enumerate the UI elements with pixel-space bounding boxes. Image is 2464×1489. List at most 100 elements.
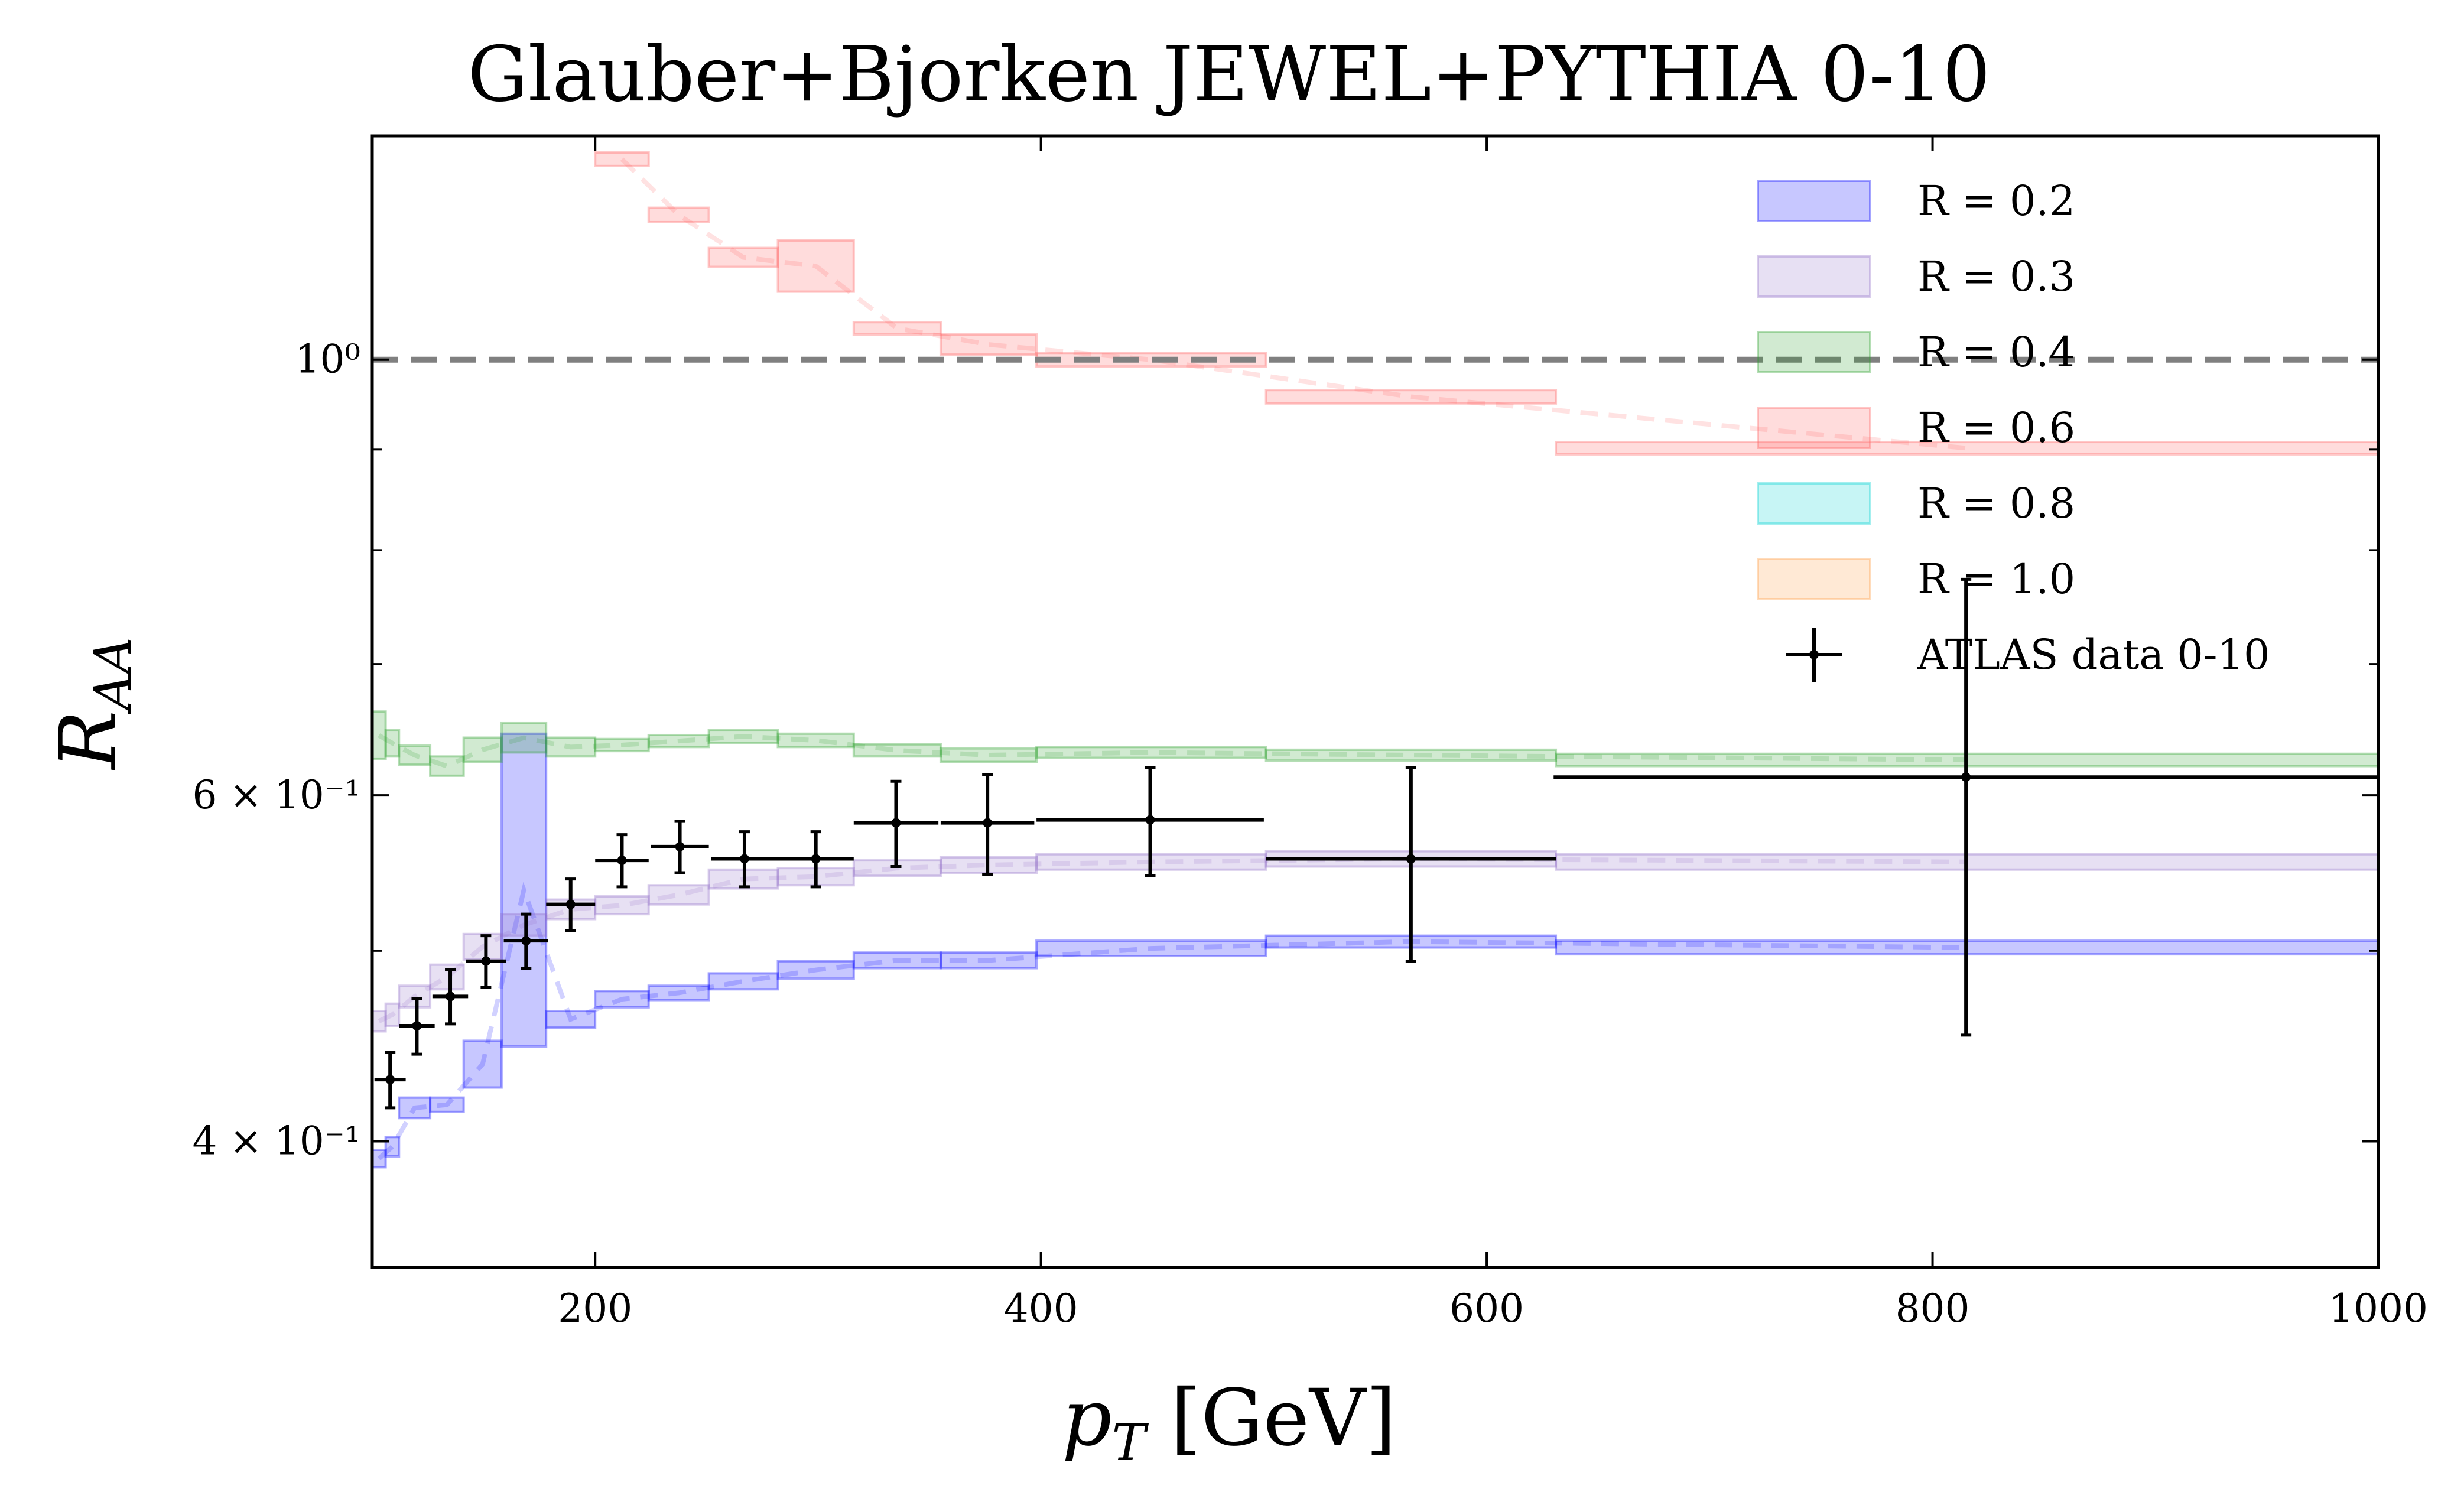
band-r02-bin-1 — [384, 1136, 401, 1158]
atlas-point-2 — [432, 968, 469, 1026]
legend-entry-r10: R = 1.0 — [1757, 555, 2075, 603]
atlas-point-0 — [374, 1051, 406, 1110]
band-r02-bin-10 — [776, 960, 855, 980]
band-r04-bin-3 — [429, 755, 465, 777]
atlas-point-13 — [1266, 766, 1556, 963]
band-r04-bin-7 — [594, 737, 650, 753]
atlas-marker-7 — [675, 841, 685, 851]
legend-label-r04: R = 0.4 — [1917, 328, 2075, 376]
data-points-layer — [374, 577, 2378, 1110]
band-r06-bin-5 — [939, 333, 1038, 356]
legend-swatch-r06 — [1757, 407, 1871, 449]
band-r02-bin-3 — [429, 1096, 465, 1113]
band-r02-bin-13 — [1035, 939, 1267, 958]
legend-label-r10: R = 1.0 — [1917, 555, 2075, 603]
atlas-marker-12 — [1145, 815, 1155, 825]
legend-entry-atlas: ATLAS data 0-10 — [1786, 628, 2270, 682]
band-r06-bin-4 — [852, 321, 942, 336]
atlas-marker-14 — [1961, 772, 1971, 782]
band-r04-bin-10 — [776, 732, 855, 749]
band-r02-bin-2 — [398, 1096, 432, 1120]
atlas-marker-4 — [521, 936, 531, 946]
atlas-point-11 — [940, 773, 1035, 876]
band-r02-bin-8 — [647, 984, 710, 1002]
band-r04-bin-6 — [545, 736, 597, 758]
atlas-marker-3 — [481, 956, 491, 966]
legend-label-r08: R = 0.8 — [1917, 479, 2075, 528]
band-r02-bin-12 — [939, 951, 1038, 970]
band-r04-bin-5 — [500, 721, 548, 754]
atlas-point-9 — [778, 830, 854, 889]
x-tick-label-1000: 1000 — [2329, 1286, 2428, 1331]
band-r03-bin-8 — [647, 884, 710, 906]
band-r04-bin-2 — [398, 744, 432, 766]
legend-swatch-r08 — [1757, 482, 1871, 525]
series-r04 — [372, 710, 2378, 777]
x-tick-label-800: 800 — [1896, 1286, 1970, 1331]
band-r04-bin-9 — [707, 729, 779, 744]
band-r06-bin-1 — [647, 206, 710, 223]
x-tick-label-200: 200 — [558, 1286, 632, 1331]
series-r06 — [594, 151, 2378, 456]
legend-label-r02: R = 0.2 — [1917, 177, 2075, 225]
atlas-point-5 — [546, 877, 596, 932]
atlas-point-14 — [1553, 577, 2378, 1037]
legend-entry-r02: R = 0.2 — [1757, 177, 2075, 225]
atlas-point-6 — [595, 833, 649, 889]
plot-frame — [370, 134, 2380, 1269]
band-r02-bin-11 — [852, 951, 942, 970]
legend-entry-r03: R = 0.3 — [1757, 252, 2075, 301]
atlas-point-7 — [651, 820, 709, 874]
x-tick-label-400: 400 — [1004, 1286, 1078, 1331]
atlas-marker-10 — [891, 818, 901, 828]
atlas-point-12 — [1036, 766, 1264, 877]
atlas-point-4 — [503, 912, 549, 970]
atlas-point-8 — [711, 830, 778, 889]
axis-ticks: 200 400 600 800 1000 4 × 10⁻¹ 6 × 10⁻¹ 10⁰ — [192, 136, 2428, 1331]
chart-title: Glauber+Bjorken JEWEL+PYTHIA 0-10 — [467, 31, 1990, 119]
legend-swatch-r03 — [1757, 255, 1871, 298]
band-r06-bin-3 — [776, 239, 855, 293]
trend-r02 — [377, 882, 1968, 1160]
y-tick-label-0: 4 × 10⁻¹ — [192, 1118, 360, 1163]
band-r04-bin-8 — [647, 733, 710, 749]
band-r03-bin-4 — [462, 932, 503, 961]
legend-swatch-r10 — [1757, 558, 1871, 600]
legend-entry-r08: R = 0.8 — [1757, 479, 2075, 528]
atlas-point-10 — [853, 779, 939, 869]
band-r02-bin-5 — [500, 732, 548, 1048]
atlas-marker-11 — [983, 818, 993, 828]
legend-entry-r04: R = 0.4 — [1757, 328, 2075, 376]
band-r06-bin-8 — [1555, 441, 2378, 456]
trend-r04 — [378, 733, 1968, 769]
atlas-point-3 — [466, 934, 506, 989]
band-r06-bin-0 — [594, 151, 650, 167]
band-r02-bin-7 — [594, 990, 650, 1009]
atlas-marker-1 — [412, 1021, 422, 1031]
atlas-marker-9 — [811, 854, 821, 864]
atlas-marker-13 — [1406, 854, 1416, 864]
band-r02-bin-4 — [462, 1039, 503, 1089]
band-r06-bin-2 — [707, 246, 779, 268]
legend: R = 0.2 R = 0.3 R = 0.4 R = 0.6 R = 0.8 R = 1… — [1757, 177, 2270, 682]
band-r04-bin-13 — [1035, 746, 1267, 759]
legend-atlas-marker — [1809, 650, 1819, 659]
atlas-marker-8 — [739, 854, 749, 864]
x-axis-title: pT [GeV] — [1062, 1373, 1396, 1472]
y-tick-label-2: 10⁰ — [295, 337, 360, 382]
plot-area: 200 400 600 800 1000 4 × 10⁻¹ 6 × 10⁻¹ 10⁰ — [192, 134, 2428, 1331]
band-r03-bin-0 — [372, 1010, 387, 1033]
band-r03-bin-2 — [398, 984, 432, 1009]
band-r06-bin-7 — [1264, 389, 1558, 405]
band-r02-bin-9 — [707, 972, 779, 991]
band-r04-bin-14 — [1264, 748, 1558, 762]
legend-label-atlas: ATLAS data 0-10 — [1917, 630, 2270, 679]
legend-label-r03: R = 0.3 — [1917, 252, 2075, 301]
band-r04-bin-4 — [462, 736, 503, 763]
legend-swatch-r04 — [1757, 331, 1871, 373]
band-r04-bin-11 — [852, 743, 942, 758]
band-r03-bin-1 — [384, 1002, 401, 1028]
series-r02 — [372, 732, 2378, 1169]
band-r02-bin-6 — [545, 1010, 597, 1029]
